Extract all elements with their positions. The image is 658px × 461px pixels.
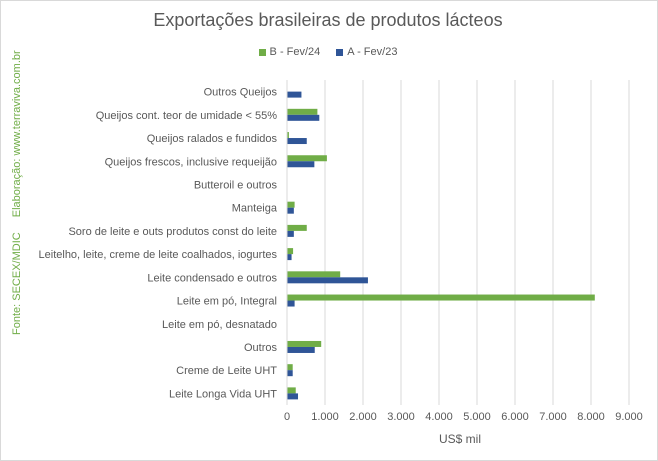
bar-series-1 xyxy=(287,387,296,394)
x-tick-label: 9.000 xyxy=(615,411,643,423)
category-label: Manteiga xyxy=(232,203,278,215)
category-label: Leitelho, leite, creme de leite coalhado… xyxy=(39,249,278,261)
category-label: Queijos ralados e fundidos xyxy=(147,133,278,145)
legend-swatch-series-1 xyxy=(258,48,266,56)
category-label: Outros Queijos xyxy=(204,87,278,99)
bar-series-2 xyxy=(287,91,302,98)
bar-series-1 xyxy=(287,364,293,371)
legend-swatch-series-2 xyxy=(336,48,344,56)
bar-series-1 xyxy=(287,340,322,347)
legend-entry-series-2: A - Fev/23 xyxy=(336,46,397,58)
chart-title: Exportações brasileiras de produtos láct… xyxy=(153,10,503,30)
bar-series-2 xyxy=(287,346,315,353)
category-label: Soro de leite e outs produtos const do l… xyxy=(68,226,277,238)
bar-series-2 xyxy=(287,393,299,400)
bar-series-2 xyxy=(287,207,294,214)
bar-series-2 xyxy=(287,230,294,237)
bar-series-1 xyxy=(287,108,318,115)
category-label: Creme de Leite UHT xyxy=(176,365,277,377)
category-label: Outros xyxy=(244,342,278,354)
legend-entry-series-1: B - Fev/24 xyxy=(258,46,321,58)
x-tick-label: 3.000 xyxy=(387,411,415,423)
bar-series-1 xyxy=(287,201,295,208)
legend: B - Fev/24 A - Fev/23 xyxy=(0,46,656,58)
x-tick-label: 7.000 xyxy=(539,411,567,423)
bar-series-1 xyxy=(287,294,595,301)
legend-label-series-2: A - Fev/23 xyxy=(347,46,398,58)
bar-series-2 xyxy=(287,161,315,168)
bar-series-1 xyxy=(287,155,327,162)
bar-series-2 xyxy=(287,300,295,307)
bar-series-2 xyxy=(287,370,293,377)
bar-series-2 xyxy=(287,254,292,261)
x-tick-label: 6.000 xyxy=(501,411,529,423)
legend-label-series-1: B - Fev/24 xyxy=(269,46,321,58)
category-label: Leite condensado e outros xyxy=(147,272,277,284)
x-tick-label: 0 xyxy=(284,411,290,423)
bar-series-1 xyxy=(287,248,294,255)
bar-series-2 xyxy=(287,138,307,145)
bar-series-2 xyxy=(287,114,320,121)
category-label: Leite em pó, Integral xyxy=(177,296,277,308)
category-label: Butteroil e outros xyxy=(194,179,278,191)
category-label: Leite em pó, desnatado xyxy=(162,319,277,331)
x-tick-label: 1.000 xyxy=(311,411,339,423)
category-label: Queijos frescos, inclusive requeijão xyxy=(105,156,277,168)
x-tick-label: 2.000 xyxy=(349,411,377,423)
bar-series-1 xyxy=(287,132,289,139)
bar-series-2 xyxy=(287,277,368,284)
x-tick-label: 4.000 xyxy=(425,411,453,423)
bar-series-1 xyxy=(287,271,341,278)
x-tick-label: 5.000 xyxy=(463,411,491,423)
x-axis-title: US$ mil xyxy=(439,432,481,446)
bar-series-1 xyxy=(287,224,307,231)
category-label: Leite Longa Vida UHT xyxy=(169,388,277,400)
category-label: Queijos cont. teor de umidade < 55% xyxy=(96,110,278,122)
x-tick-label: 8.000 xyxy=(577,411,605,423)
